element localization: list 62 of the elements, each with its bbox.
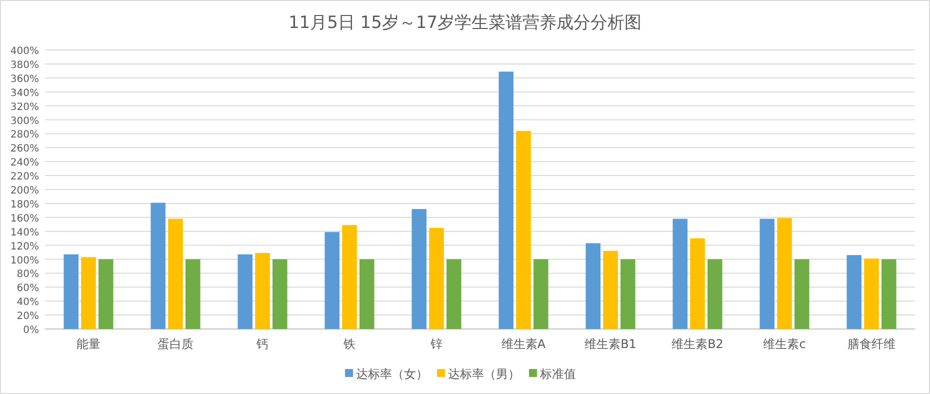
bar [516,130,531,329]
x-tick-label: 锌 [430,337,442,351]
bar [620,259,636,329]
y-tick-label: 340% [10,88,39,99]
y-tick-label: 400% [10,46,39,57]
bar [777,218,792,329]
y-tick-label: 180% [10,199,39,210]
bar [272,259,288,329]
y-tick-label: 140% [10,227,39,238]
bar [794,259,810,329]
y-tick-label: 60% [16,283,39,294]
bar [534,259,548,329]
bar [98,259,114,329]
x-tick-label: 维生素A [501,337,546,351]
y-tick-label: 80% [16,269,39,280]
x-tick-label: 维生素B1 [584,337,636,351]
bar [446,259,462,329]
x-tick-label: 蛋白质 [158,337,194,351]
bar [429,228,444,329]
y-tick-label: 360% [10,74,39,85]
x-tick-label: 维生素B2 [672,337,724,351]
bar [498,72,514,329]
title: 11月5日 15岁～17岁学生菜谱营养成分分析图 [288,13,642,33]
bar [708,259,722,329]
x-tick-label: 膳食纤维 [848,337,896,351]
bar [360,259,374,329]
bar [324,232,340,329]
bar [238,254,252,329]
y-tick-label: 40% [16,297,39,308]
bar [672,218,688,329]
bar [846,255,862,329]
y-tick-label: 300% [10,116,39,127]
bar [64,254,78,329]
y-tick-label: 0% [23,325,39,336]
bar [760,218,774,329]
bar [603,250,618,329]
y-tick-label: 320% [10,102,39,113]
x-tick-label: 维生素c [763,337,806,351]
y-tick-label: 260% [10,144,39,155]
y-tick-label: 380% [10,60,39,71]
x-tick-label: 铁 [342,337,356,351]
y-tick-label: 100% [10,255,39,266]
y-tick-label: 280% [10,130,39,141]
bar [586,243,600,329]
y-tick-label: 200% [10,186,39,196]
bar [690,238,705,329]
bar [168,218,183,329]
x-tick-label: 能量 [76,337,100,351]
bar [186,259,200,329]
bar [255,252,270,329]
bar [412,209,426,329]
y-tick-label: 220% [10,172,39,183]
y-tick-label: 120% [10,241,39,252]
bar [864,258,879,329]
bar [882,259,896,329]
bar [342,225,357,329]
bar [81,257,96,329]
x-tick-label: 钙 [256,337,268,351]
y-tick-label: 20% [16,311,39,322]
y-tick-label: 160% [10,213,39,224]
y-tick-label: 240% [10,158,39,169]
bar [150,202,166,329]
